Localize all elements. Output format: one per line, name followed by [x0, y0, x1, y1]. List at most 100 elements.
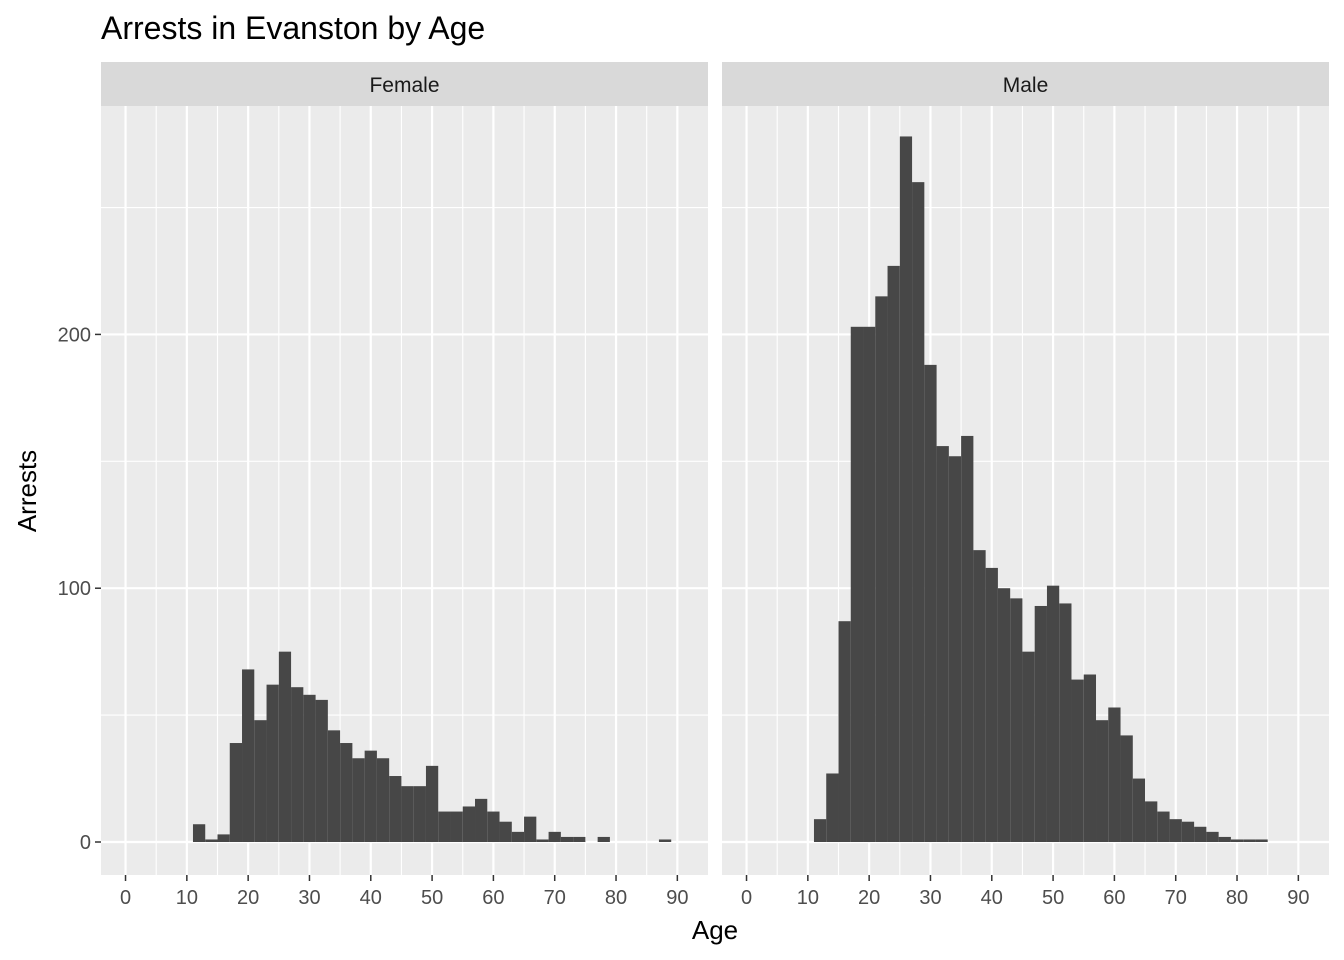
histogram-bar [961, 435, 974, 843]
x-tick-label: 30 [298, 887, 320, 909]
histogram-bar [278, 651, 292, 843]
x-tick-label: 0 [120, 887, 131, 909]
histogram-bar [936, 446, 949, 843]
histogram-bar [1083, 674, 1097, 843]
histogram-bar [266, 684, 279, 843]
histogram-bar [499, 821, 512, 843]
x-axis-title: Age [692, 915, 738, 945]
histogram-bar [597, 836, 610, 843]
histogram-bar [192, 824, 206, 843]
histogram-bar [826, 773, 839, 843]
histogram-bar [217, 834, 230, 843]
histogram-bar [850, 326, 864, 843]
histogram-bar [838, 621, 851, 843]
x-tick-label: 30 [919, 887, 941, 909]
facet-strip-label: Female [369, 74, 439, 97]
x-tick-label: 10 [176, 887, 198, 909]
histogram-bar [912, 182, 925, 843]
histogram-bar [450, 811, 463, 843]
histogram-bar [560, 836, 574, 843]
histogram-bar [462, 806, 476, 843]
x-tick-label: 40 [981, 887, 1003, 909]
histogram-bar [401, 786, 414, 843]
histogram-bar [1218, 836, 1231, 843]
histogram-bar [548, 831, 561, 843]
histogram-bar [1059, 603, 1072, 843]
histogram-bar [352, 758, 365, 843]
chart-title: Arrests in Evanston by Age [101, 10, 485, 46]
histogram-bar [511, 831, 525, 843]
x-tick-label: 20 [237, 887, 259, 909]
histogram-bar [1206, 831, 1219, 843]
x-tick-label: 50 [1042, 887, 1064, 909]
histogram-bar [924, 364, 937, 843]
x-tick-label: 90 [666, 887, 688, 909]
histogram-bar [1194, 826, 1207, 843]
x-tick-label: 40 [360, 887, 382, 909]
histogram-bar [948, 456, 962, 843]
histogram-bar [899, 136, 913, 843]
facet-strip-label: Male [1003, 74, 1049, 97]
x-tick-label: 50 [421, 887, 443, 909]
histogram-bar [1230, 839, 1244, 843]
histogram-bar [1108, 707, 1121, 843]
x-tick-label: 90 [1287, 887, 1309, 909]
histogram-bar [389, 776, 402, 843]
histogram-bar [327, 730, 341, 843]
histogram-bar [997, 588, 1011, 843]
histogram-bar [536, 839, 549, 843]
x-tick-label: 80 [1226, 887, 1248, 909]
x-tick-label: 60 [1103, 887, 1125, 909]
histogram-bar [813, 819, 827, 843]
x-tick-label: 80 [605, 887, 627, 909]
histogram-bar [1255, 839, 1268, 843]
histogram-bar [1022, 651, 1035, 843]
histogram-bar [658, 839, 672, 843]
histogram-bar [985, 567, 998, 843]
histogram-bar [1096, 720, 1109, 843]
histogram-bar [229, 743, 243, 843]
x-tick-label: 20 [858, 887, 880, 909]
y-axis-title: Arrests [12, 450, 42, 532]
x-tick-label: 70 [544, 887, 566, 909]
histogram-bar [887, 265, 900, 843]
histogram-bar [303, 694, 316, 843]
x-tick-label: 60 [482, 887, 504, 909]
histogram-bar [1046, 585, 1060, 843]
histogram-bar [1071, 679, 1084, 843]
x-tick-label: 10 [797, 887, 819, 909]
histogram-bar [1034, 605, 1047, 843]
facet-panel-male: Male 0 10 20 30 40 50 60 70 80 90 [722, 62, 1329, 909]
histogram-bar [340, 743, 353, 843]
x-tick-label: 0 [741, 887, 752, 909]
histogram-bar [376, 758, 390, 843]
x-tick-label: 70 [1165, 887, 1187, 909]
histogram-bar [1120, 735, 1133, 843]
facet-panels: Female 0 10 20 30 40 50 60 70 80 90 0 100 200 Male 0 10 2… [58, 62, 1329, 909]
histogram-bar [438, 811, 451, 843]
y-tick-label: 200 [58, 324, 91, 346]
facet-panel-female: Female 0 10 20 30 40 50 60 70 80 90 0 100 200 [58, 62, 708, 909]
histogram-bar [254, 720, 267, 843]
histogram-bar [973, 550, 986, 843]
histogram-bar [1010, 598, 1023, 843]
histogram-bar [524, 816, 537, 843]
histogram-bar [205, 839, 218, 843]
histogram-bar [1132, 778, 1146, 843]
histogram-bar [573, 836, 586, 843]
histogram-bar [863, 326, 876, 843]
y-tick-label: 0 [80, 832, 91, 854]
histogram-bar [291, 687, 304, 843]
histogram-bar [1157, 811, 1170, 843]
histogram-bar [364, 750, 377, 843]
histogram-bar [1243, 839, 1256, 843]
histogram-bar [475, 798, 488, 843]
plot-panel [101, 106, 708, 875]
facet-strip [101, 62, 708, 106]
histogram-bar [425, 765, 439, 843]
y-tick-label: 100 [58, 578, 91, 600]
histogram-bar [242, 669, 255, 843]
histogram-bar [315, 699, 328, 843]
histogram-bar [1169, 819, 1182, 843]
